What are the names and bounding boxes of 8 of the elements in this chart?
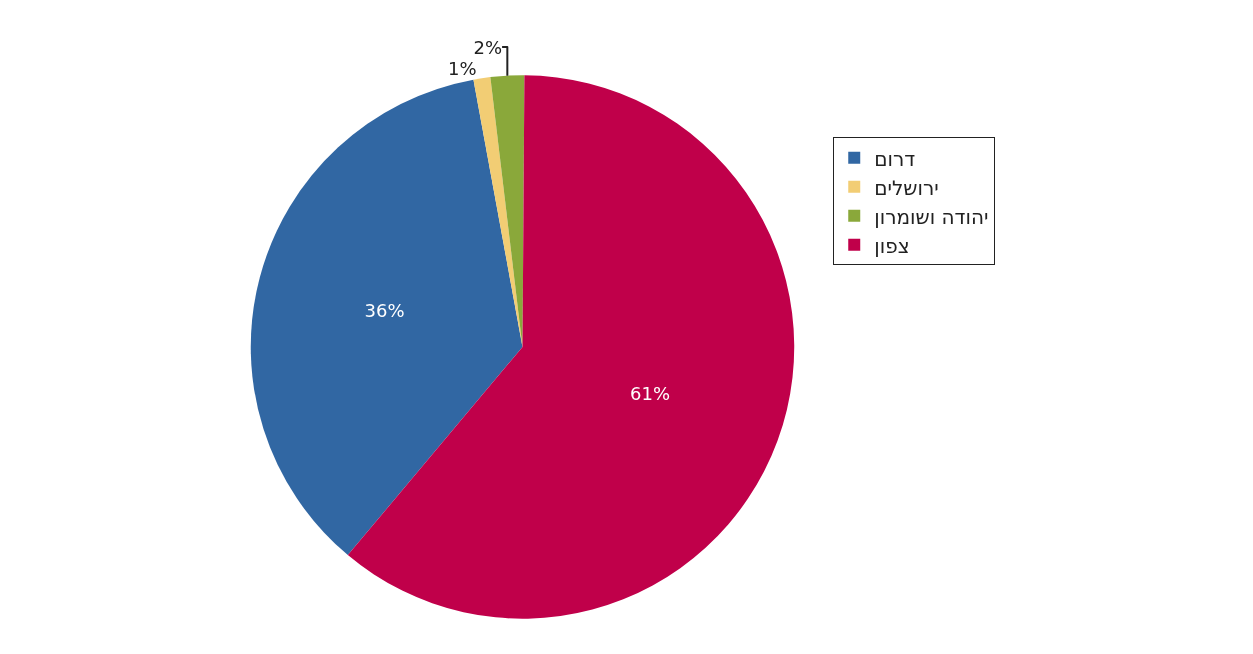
data-label: 2% — [473, 36, 503, 58]
legend-label: ירושלים — [874, 175, 939, 200]
data-label: 61% — [630, 383, 671, 405]
data-label: 36% — [364, 300, 405, 322]
legend-label: צפון — [874, 233, 910, 258]
data-label: 1% — [448, 57, 477, 79]
legend-label: יהודה ושומרון — [874, 204, 989, 229]
legend-label: דרום — [874, 146, 916, 171]
